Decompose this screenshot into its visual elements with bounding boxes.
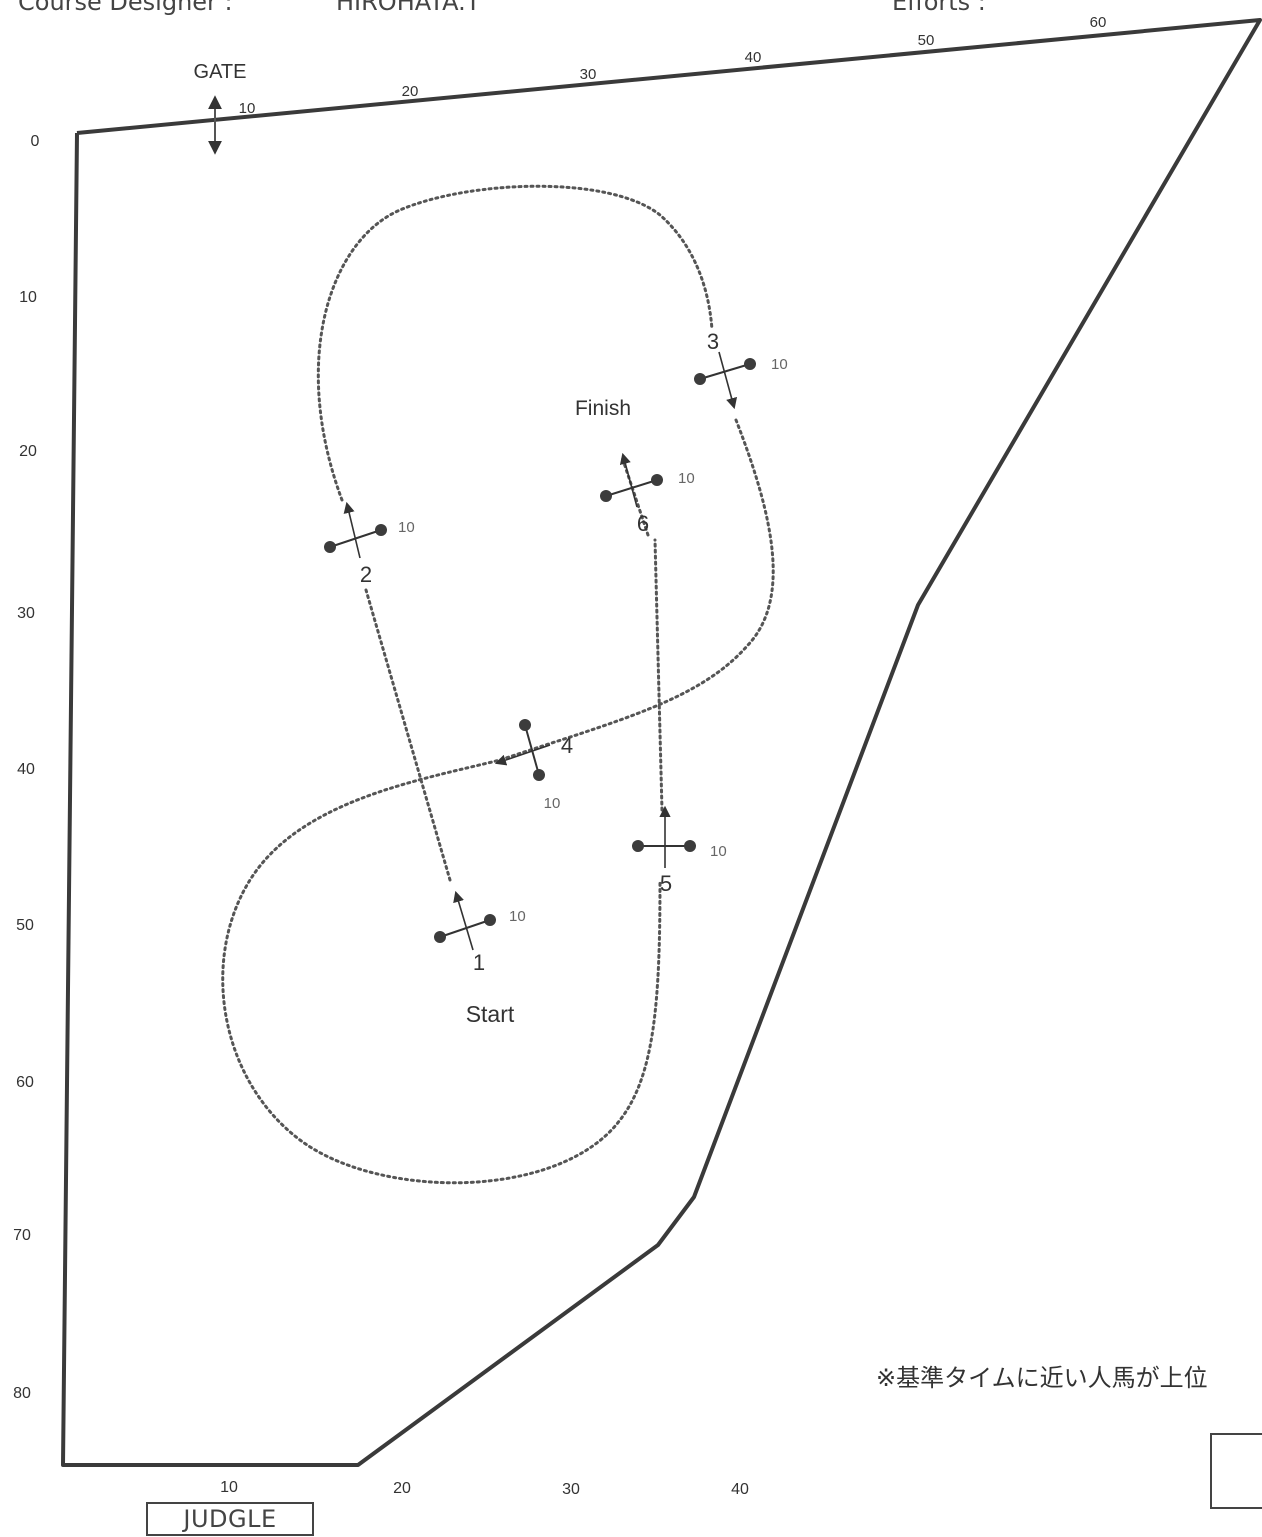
- top-scale-40: 40: [745, 49, 762, 66]
- arena-fence: [61, 18, 1262, 1467]
- obstacle-1-rail: [439, 919, 491, 938]
- top-scale-60: 60: [1090, 14, 1107, 31]
- bottom-scale-10: 10: [220, 1479, 238, 1496]
- left-scale: 0 10 20 30 40 50 60 70 80: [13, 133, 39, 1402]
- obstacle-6-standard: [651, 474, 663, 486]
- obstacle-3-number: 3: [707, 329, 719, 354]
- bottom-scale-40: 40: [731, 1481, 749, 1498]
- obstacle-2-standard: [375, 524, 387, 536]
- obstacle-6: 6 10: [600, 452, 695, 536]
- obstacle-4-standard: [533, 769, 545, 781]
- obstacle-4: 4 10: [494, 719, 573, 812]
- obstacle-3-standard: [744, 358, 756, 370]
- obstacle-3: 3 10: [694, 329, 788, 410]
- course-designer-label: Course Designer :: [18, 0, 233, 16]
- left-scale-30: 30: [17, 605, 35, 622]
- obstacle-3-width: 10: [771, 356, 788, 373]
- obstacle-1-number: 1: [473, 950, 485, 975]
- bottom-scale: 10 20 30 40: [220, 1479, 749, 1498]
- top-scale-10: 10: [239, 100, 256, 117]
- obstacle-4-number: 4: [561, 733, 573, 758]
- obstacle-3-standard: [694, 373, 706, 385]
- obstacle-4-rail: [524, 724, 540, 776]
- obstacle-2-direction-arrow-icon: [343, 501, 361, 559]
- obstacle-5-standard: [632, 840, 644, 852]
- top-scale-50: 50: [918, 32, 935, 49]
- obstacle-2: 2 10: [324, 501, 415, 587]
- left-scale-10: 10: [19, 289, 37, 306]
- left-scale-40: 40: [17, 761, 35, 778]
- obstacle-5-number: 5: [660, 871, 672, 896]
- obstacle-5-standard: [684, 840, 696, 852]
- finish-label: Finish: [575, 397, 631, 420]
- obstacle-6-direction-arrow-icon: [619, 452, 638, 508]
- obstacle-1-width: 10: [509, 908, 526, 925]
- left-scale-0: 0: [31, 133, 40, 150]
- left-scale-80: 80: [13, 1385, 31, 1402]
- bottom-scale-30: 30: [562, 1481, 580, 1498]
- gate-label: GATE: [194, 61, 247, 83]
- obstacle-2-width: 10: [398, 519, 415, 536]
- top-scale-30: 30: [580, 66, 597, 83]
- bottom-scale-20: 20: [393, 1480, 411, 1497]
- obstacle-4-standard: [519, 719, 531, 731]
- judge-box: JUDGLE: [146, 1502, 314, 1536]
- obstacle-1-standard: [434, 931, 446, 943]
- ranking-note: ※基準タイムに近い人馬が上位: [876, 1364, 1208, 1392]
- obstacle-1: 1 10: [434, 890, 526, 975]
- top-scale-20: 20: [402, 83, 419, 100]
- course-route: [221, 184, 775, 1185]
- obstacle-6-standard: [600, 490, 612, 502]
- obstacle-2-number: 2: [360, 562, 372, 587]
- obstacle-3-direction-arrow-icon: [718, 351, 738, 410]
- corner-box: [1210, 1433, 1262, 1509]
- obstacle-4-direction-arrow-icon: [494, 744, 551, 766]
- obstacle-6-width: 10: [678, 470, 695, 487]
- obstacle-2-standard: [324, 541, 336, 553]
- course-designer-name: HIROHATA.T: [336, 0, 481, 16]
- obstacle-5-width: 10: [710, 843, 727, 860]
- obstacle-5: 5 10: [632, 805, 727, 896]
- top-scale: 10 20 30 40 50 60: [239, 14, 1107, 117]
- obstacle-1-standard: [484, 914, 496, 926]
- obstacle-6-number: 6: [637, 511, 649, 536]
- left-scale-70: 70: [13, 1227, 31, 1244]
- start-label: Start: [466, 1001, 515, 1027]
- efforts-label: Efforts :: [892, 0, 986, 16]
- left-scale-60: 60: [16, 1074, 34, 1091]
- left-scale-20: 20: [19, 443, 37, 460]
- obstacle-4-width: 10: [544, 795, 561, 812]
- obstacle-1-direction-arrow-icon: [453, 890, 474, 951]
- left-scale-50: 50: [16, 917, 34, 934]
